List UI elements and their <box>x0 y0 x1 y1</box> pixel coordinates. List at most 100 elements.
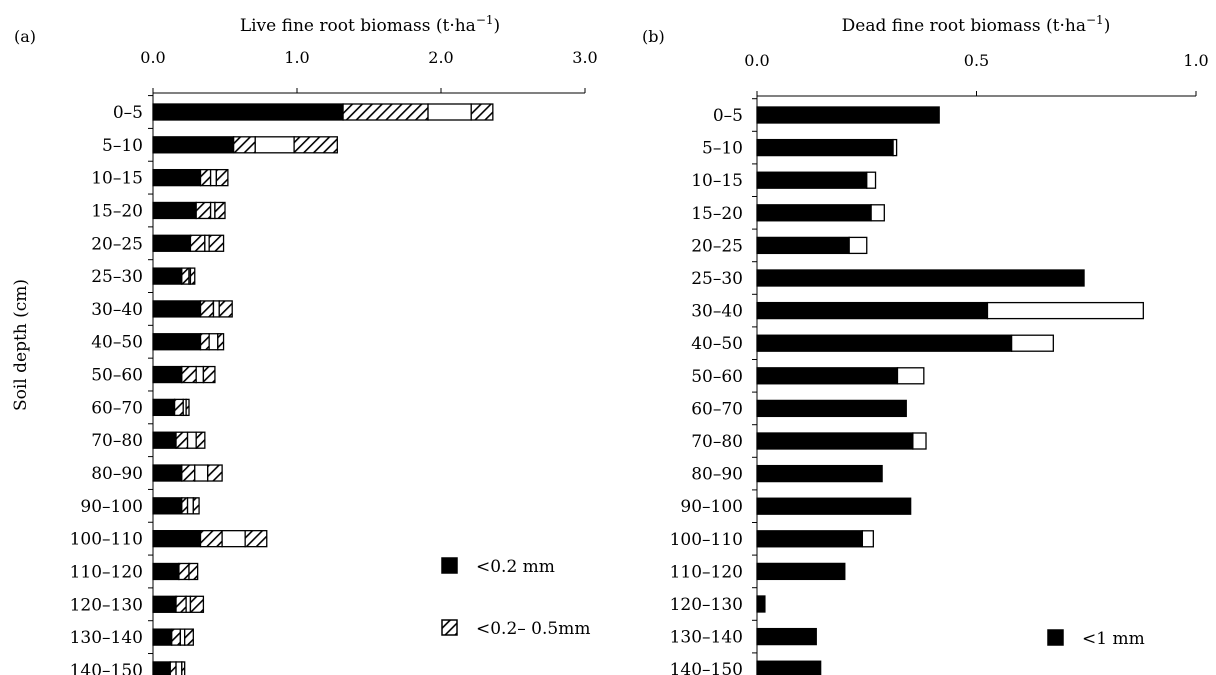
bar-segment-series-2 <box>199 530 223 548</box>
bar-segment-series-4 <box>293 136 338 154</box>
bar-segment-series-1 <box>756 660 822 675</box>
bar-segment-series-3 <box>254 136 295 154</box>
category-label: 40–50 <box>691 334 743 354</box>
bar-segment-series-2 <box>986 301 1144 320</box>
panel-a-axis-title-exponent: −1 <box>476 13 494 27</box>
legend-label: <1 mm <box>1082 629 1145 649</box>
bar-segment-series-1 <box>756 367 899 385</box>
bar-segment-series-1 <box>756 497 912 515</box>
category-label: 60–70 <box>691 399 743 419</box>
bar-segment-series-2 <box>199 168 212 187</box>
category-label: 100–110 <box>70 530 143 550</box>
bar-segment-series-4 <box>195 431 206 449</box>
bar-segment-series-1 <box>756 562 846 581</box>
bar-segment-series-4 <box>185 398 190 417</box>
bar-segment-series-2 <box>912 432 927 450</box>
panel-a-live-biomass: (a) Live fine root biomass (t·ha−1) 0.0 1… <box>11 13 598 675</box>
bar-segment-series-1 <box>756 530 864 548</box>
bar-segment-series-1 <box>756 399 907 418</box>
bar-segment-series-1 <box>152 497 183 515</box>
bar-segment-series-1 <box>152 103 344 121</box>
category-label: 25–30 <box>91 267 143 287</box>
bar-segment-series-1 <box>152 267 183 285</box>
panel-a-x-axis: 0.0 1.0 2.0 3.0 <box>140 48 598 94</box>
bar-segment-series-4 <box>181 661 186 675</box>
category-label: 15–20 <box>691 204 743 224</box>
category-label: 30–40 <box>91 300 143 320</box>
bar-segment-series-3 <box>427 103 472 121</box>
bar-segment-series-3 <box>186 497 194 515</box>
category-label: 30–40 <box>691 302 743 322</box>
bar-segment-series-4 <box>217 333 225 351</box>
panel-b-legend: <1 mm <box>1047 629 1145 649</box>
bar-segment-series-1 <box>152 562 180 581</box>
bar-segment-series-2 <box>169 661 177 675</box>
bar-segment-series-4 <box>470 103 494 121</box>
bar-segment-series-2 <box>181 365 197 384</box>
bar-segment-series-1 <box>152 431 177 449</box>
bar-segment-series-1 <box>756 301 989 320</box>
panel-a-axis-title-close: ) <box>494 16 501 36</box>
bar-segment-series-2 <box>342 103 429 121</box>
bar-segment-series-3 <box>208 333 219 351</box>
legend-label: <0.2– 0.5mm <box>476 619 590 639</box>
legend-swatch <box>441 619 458 636</box>
category-label: 140–150 <box>70 661 143 675</box>
bar-segment-series-2 <box>175 431 189 449</box>
category-label: 110–120 <box>670 562 743 582</box>
panel-b-axis-title-text: Dead fine root biomass (t·ha <box>842 16 1086 36</box>
bar-segment-series-2 <box>892 138 898 157</box>
bar-segment-series-1 <box>756 106 940 124</box>
category-label: 130–140 <box>70 628 143 648</box>
x-tick-label: 1.0 <box>284 48 309 67</box>
bar-segment-series-1 <box>152 595 177 613</box>
panel-a-axis-title-text: Live fine root biomass (t·ha <box>240 16 476 36</box>
bar-segment-series-4 <box>214 201 226 220</box>
category-label: 10–15 <box>691 171 743 191</box>
bar-segment-series-3 <box>212 300 220 318</box>
bar-segment-series-1 <box>756 204 872 222</box>
bar-segment-series-1 <box>756 595 766 613</box>
category-label: 10–15 <box>91 169 143 189</box>
bar-segment-series-2 <box>1010 334 1054 352</box>
category-label: 90–100 <box>680 497 743 517</box>
bar-segment-series-3 <box>194 464 209 482</box>
x-tick-label: 3.0 <box>572 48 597 67</box>
bar-segment-series-1 <box>152 234 192 252</box>
bar-segment-series-4 <box>208 234 225 252</box>
bar-segment-series-1 <box>756 236 850 255</box>
bar-segment-series-2 <box>195 201 212 220</box>
bar-segment-series-4 <box>207 464 223 482</box>
x-tick-label: 0.5 <box>964 51 989 70</box>
bar-segment-series-1 <box>152 398 176 417</box>
bar-segment-series-2 <box>189 234 206 252</box>
bar-segment-series-2 <box>181 464 196 482</box>
bar-segment-series-1 <box>756 171 868 189</box>
category-label: 0–5 <box>713 106 743 126</box>
panel-b-category-labels: 0–5 5–10 10–15 15–20 20–25 25–30 30–40 40–50 50–… <box>670 96 758 675</box>
bar-segment-series-3 <box>221 530 246 548</box>
bar-segment-series-4 <box>215 168 229 187</box>
bar-segment-series-3 <box>195 365 205 384</box>
bar-segment-series-2 <box>178 562 190 581</box>
bar-segment-series-2 <box>896 367 925 385</box>
category-label: 90–100 <box>80 497 143 517</box>
bar-segment-series-1 <box>756 334 1013 352</box>
category-label: 60–70 <box>91 398 143 418</box>
bar-segment-series-4 <box>244 530 268 548</box>
category-label: 50–60 <box>691 367 743 387</box>
bar-segment-series-2 <box>181 267 190 285</box>
bar-segment-series-1 <box>152 464 183 482</box>
category-label: 15–20 <box>91 201 143 221</box>
category-label: 100–110 <box>670 530 743 550</box>
panel-a-axis-title: Live fine root biomass (t·ha−1) <box>240 13 500 36</box>
panel-b-axis-title: Dead fine root biomass (t·ha−1) <box>842 13 1111 36</box>
bar-segment-series-2 <box>199 300 215 318</box>
category-label: 80–90 <box>91 464 143 484</box>
category-label: 140–150 <box>670 660 743 675</box>
panel-b-axis-title-close: ) <box>1104 16 1111 36</box>
category-label: 25–30 <box>691 269 743 289</box>
bar-segment-series-2 <box>173 398 184 417</box>
category-label: 120–130 <box>670 595 743 615</box>
bar-segment-series-4 <box>192 497 200 515</box>
